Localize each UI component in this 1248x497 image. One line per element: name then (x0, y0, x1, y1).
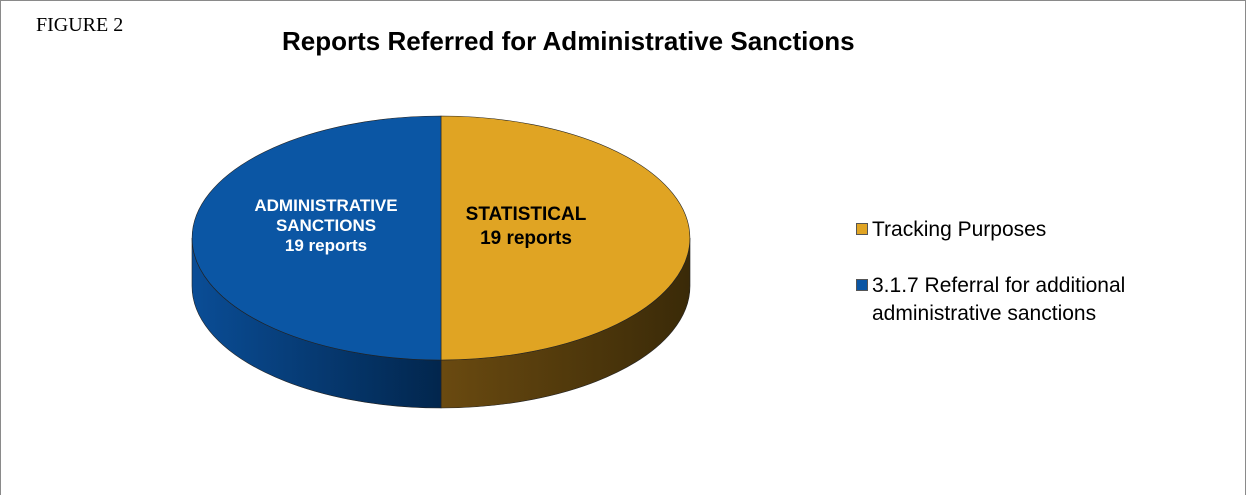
slice-label-line: SANCTIONS (275, 216, 377, 235)
chart-title: Reports Referred for Administrative Sanc… (282, 26, 855, 56)
legend-label-line: administrative sanctions (872, 302, 1097, 325)
legend-label: Tracking Purposes (872, 216, 1046, 244)
slice-label-line: ADMINISTRATIVE (254, 196, 398, 215)
legend-swatch-gold (856, 223, 868, 235)
legend-label: 3.1.7 Referral for additional administra… (872, 272, 1125, 328)
pie-slice-1 (191, 115, 442, 361)
slice-label-administrative-sanctions: ADMINISTRATIVE SANCTIONS 19 reports (226, 196, 426, 256)
legend-label-line: Tracking Purposes (872, 218, 1047, 241)
legend-item-referral: 3.1.7 Referral for additional administra… (856, 272, 1125, 328)
figure-label: FIGURE 2 (36, 14, 124, 36)
slice-label-statistical: STATISTICAL 19 reports (446, 203, 606, 251)
legend-label-line: 3.1.7 Referral for additional (872, 274, 1126, 297)
slice-label-line: STATISTICAL (465, 204, 587, 225)
pie-slice-0 (440, 115, 691, 361)
slice-label-line: 19 reports (284, 236, 368, 255)
slice-label-line: 19 reports (480, 228, 572, 249)
legend-swatch-blue (856, 279, 868, 291)
legend-item-tracking-purposes: Tracking Purposes (856, 216, 1125, 244)
chart-legend: Tracking Purposes 3.1.7 Referral for add… (856, 216, 1125, 356)
